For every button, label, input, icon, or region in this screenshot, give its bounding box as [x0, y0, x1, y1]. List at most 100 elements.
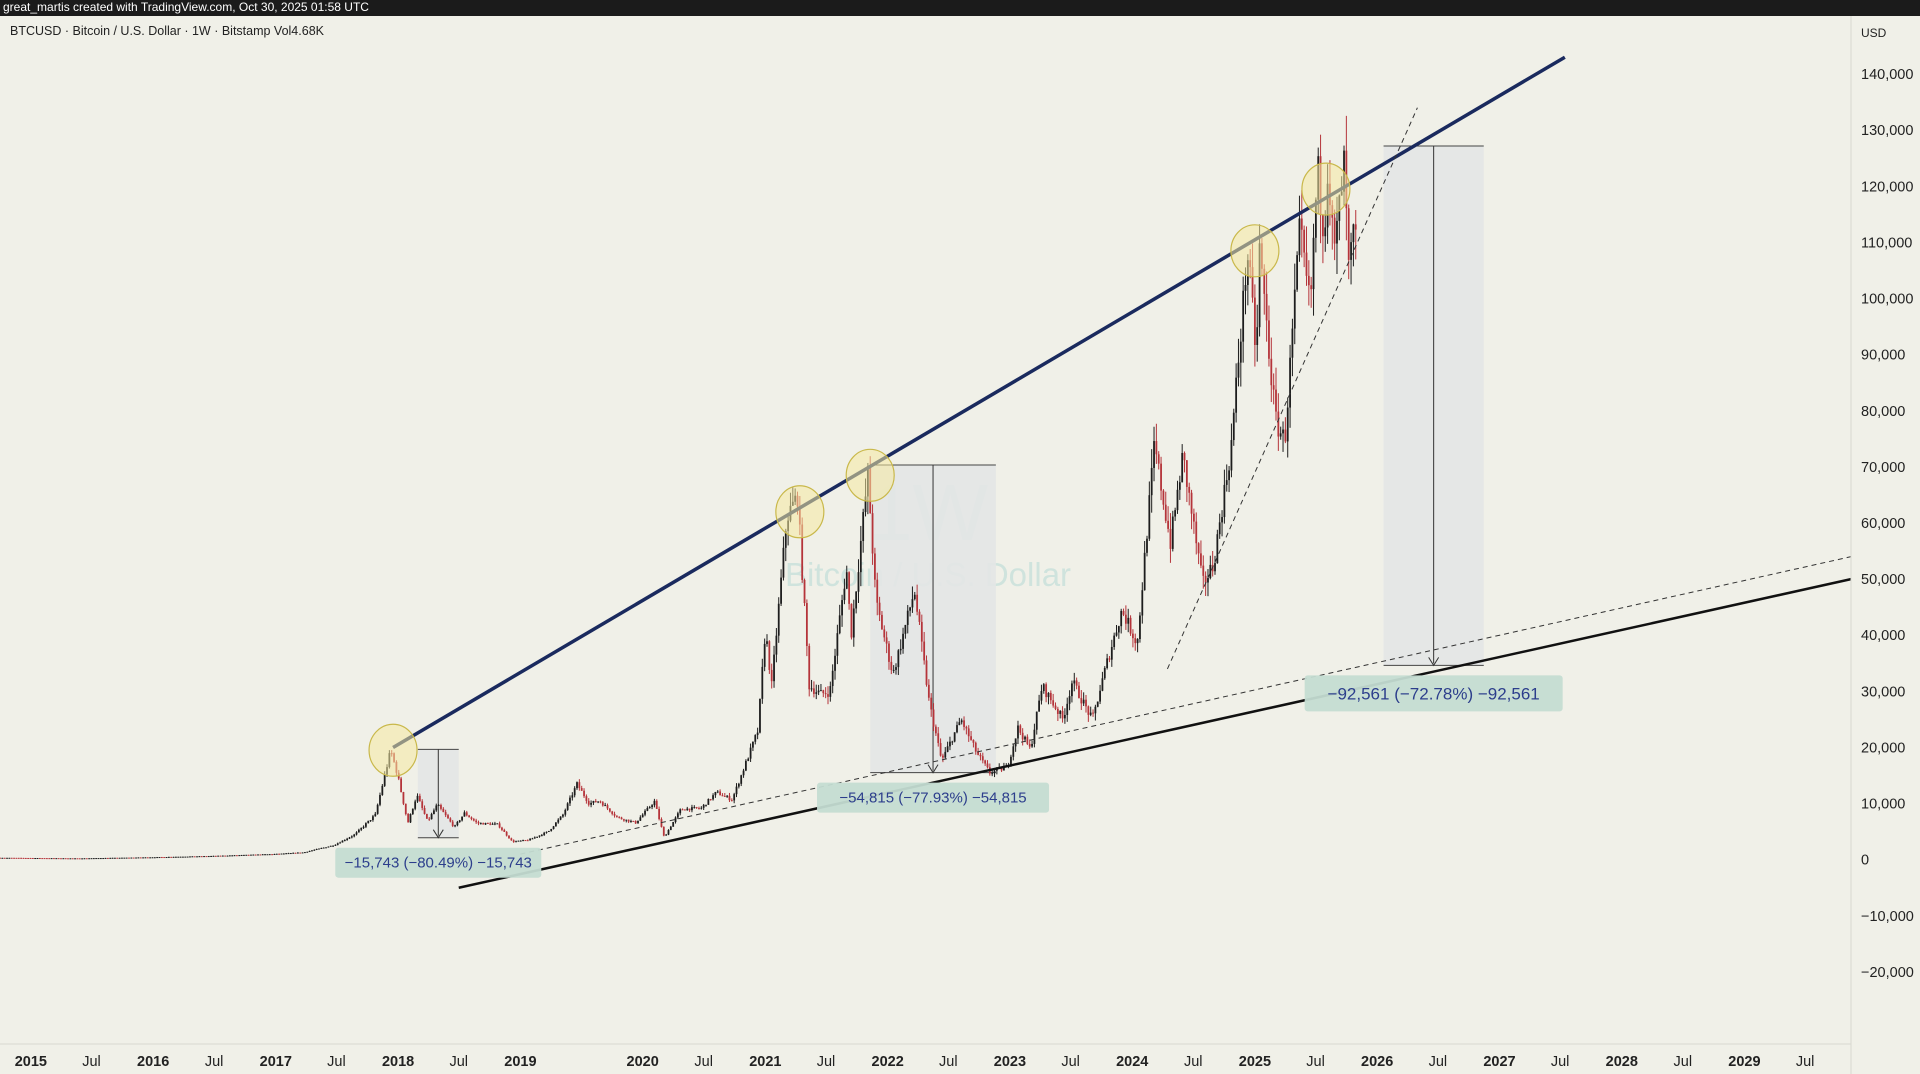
candle-body	[1106, 658, 1109, 668]
candle-body	[1333, 217, 1336, 244]
candle-body	[967, 728, 970, 737]
candle-body	[667, 829, 670, 835]
candle-body	[1134, 638, 1137, 644]
candle-body	[278, 853, 281, 855]
candle-body	[944, 751, 947, 758]
candle-body	[1103, 667, 1106, 679]
candle-body	[749, 747, 752, 759]
candle-body	[376, 804, 379, 814]
candle-body	[365, 823, 367, 827]
time-tick-label: Jul	[205, 1054, 224, 1070]
candle-body	[1017, 725, 1019, 739]
candle-body	[1085, 699, 1087, 707]
price-tick-label: 30,000	[1861, 684, 1905, 700]
candle-body	[355, 832, 358, 835]
candle-body	[151, 857, 154, 859]
candle-body	[156, 857, 159, 859]
candle-body	[372, 816, 374, 821]
candle-body	[280, 853, 283, 855]
candle-body	[123, 857, 126, 859]
price-tick-label: 10,000	[1861, 797, 1905, 813]
candle-body	[1078, 685, 1080, 698]
candle-body	[106, 857, 109, 859]
candle-body	[927, 684, 930, 698]
candle-body	[362, 826, 365, 828]
candle-body	[531, 838, 534, 840]
candle-body	[175, 856, 177, 858]
price-tick-label: 90,000	[1861, 348, 1905, 364]
candle-body	[336, 843, 339, 845]
candle-body	[1239, 341, 1242, 363]
highlight-circle[interactable]	[1301, 162, 1351, 216]
candle-body	[1300, 218, 1303, 230]
candle-body	[90, 858, 93, 860]
candle-body	[369, 820, 372, 822]
candle-body	[160, 857, 163, 859]
candle-body	[243, 854, 245, 856]
candle-body	[981, 756, 984, 761]
candle-body	[425, 813, 428, 819]
trendline-resistance[interactable]	[392, 55, 1566, 749]
price-tick-label: 100,000	[1861, 292, 1913, 308]
candle-body	[925, 660, 928, 685]
highlight-circle[interactable]	[1230, 224, 1280, 278]
candle-body	[43, 858, 46, 860]
candle-body	[684, 809, 686, 811]
candle-body	[841, 600, 843, 616]
candle-body	[1214, 563, 1216, 572]
candle-body	[625, 819, 628, 821]
candle-body	[932, 709, 935, 727]
candle-body	[1193, 513, 1195, 522]
candle-body	[766, 641, 768, 644]
candle-body	[756, 732, 759, 736]
candle-body	[824, 693, 827, 695]
candle-body	[1066, 703, 1069, 715]
candle-body	[892, 669, 895, 671]
highlight-circle[interactable]	[845, 448, 895, 502]
candle-body	[723, 795, 726, 797]
candle-body	[271, 854, 273, 856]
candle-body	[761, 666, 764, 699]
candle-body	[562, 814, 564, 817]
candle-body	[224, 855, 227, 857]
candle-body	[1322, 215, 1324, 237]
candle-body	[74, 858, 76, 860]
highlight-circle[interactable]	[775, 485, 825, 539]
measure-label-bg	[1304, 675, 1563, 712]
price-axis-bg[interactable]	[1851, 16, 1920, 1074]
candle-body	[212, 855, 215, 857]
candle-body	[637, 820, 639, 824]
trendline-parabolic-dashed[interactable]	[1166, 107, 1418, 670]
trendline-support-dashed[interactable]	[520, 556, 1852, 855]
measure-arrow-head	[432, 829, 444, 839]
candle-body	[121, 857, 123, 859]
symbol-info[interactable]: BTCUSD · Bitcoin / U.S. Dollar · 1W · Bi…	[10, 24, 324, 38]
candle-body	[1052, 700, 1055, 706]
candle-body	[979, 754, 982, 757]
candle-body	[820, 690, 822, 692]
candle-body	[1188, 486, 1191, 493]
candle-body	[287, 853, 290, 855]
candle-body	[733, 794, 736, 801]
measure-label-bg	[335, 847, 542, 878]
candle-body	[1176, 489, 1179, 511]
candle-body	[240, 854, 243, 856]
candle-body	[423, 807, 426, 814]
candle-body	[780, 577, 782, 604]
candle-body	[36, 858, 39, 860]
trendlines	[392, 55, 1852, 889]
candle-body	[1047, 692, 1050, 698]
candle-body	[196, 856, 198, 858]
candle-body	[1237, 362, 1240, 378]
trendline-support[interactable]	[458, 577, 1852, 889]
candle-body	[1305, 252, 1308, 276]
candle-body	[69, 858, 72, 860]
highlight-circle[interactable]	[368, 723, 418, 777]
candle-body	[53, 858, 55, 860]
candle-body	[576, 782, 578, 789]
candle-body	[845, 572, 848, 589]
candle-body	[1026, 736, 1029, 744]
candle-body	[639, 817, 642, 821]
candle-body	[1279, 433, 1282, 437]
